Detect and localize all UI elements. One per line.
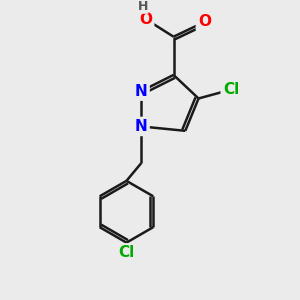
Text: N: N [135,84,148,99]
Text: Cl: Cl [223,82,239,97]
Text: Cl: Cl [118,245,135,260]
Text: O: O [198,14,211,29]
Text: O: O [139,11,152,26]
Text: H: H [137,0,148,13]
Text: N: N [135,119,148,134]
